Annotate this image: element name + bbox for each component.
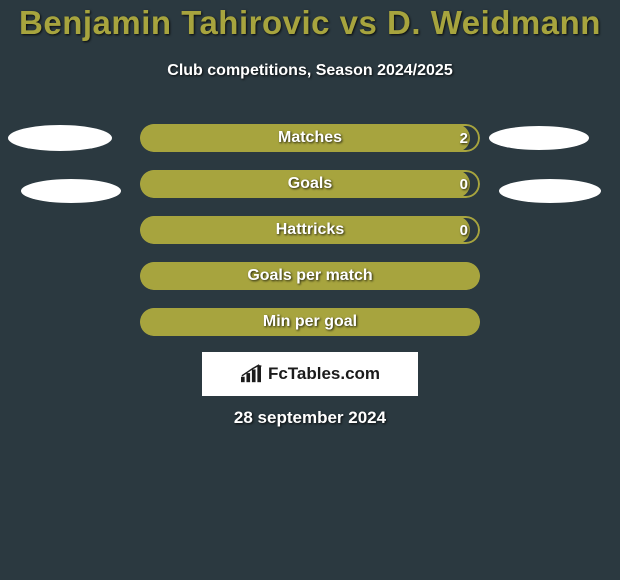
decorative-ellipse	[21, 179, 121, 203]
infographic-canvas: Benjamin Tahirovic vs D. Weidmann Club c…	[0, 0, 620, 580]
stat-bar: Goals0	[140, 170, 480, 198]
stat-bar: Min per goal	[140, 308, 480, 336]
stat-bar-value: 2	[460, 124, 468, 152]
stat-bar-label: Min per goal	[140, 308, 480, 336]
logo-text: FcTables.com	[268, 364, 380, 384]
stat-bar-label: Goals per match	[140, 262, 480, 290]
stat-bar-value: 0	[460, 170, 468, 198]
comparison-title: Benjamin Tahirovic vs D. Weidmann	[0, 4, 620, 42]
stat-bar-value: 0	[460, 216, 468, 244]
stat-bar: Hattricks0	[140, 216, 480, 244]
stat-bar: Goals per match	[140, 262, 480, 290]
bar-chart-icon	[240, 364, 262, 384]
decorative-ellipse	[8, 125, 112, 151]
snapshot-date: 28 september 2024	[0, 408, 620, 428]
stat-bar: Matches2	[140, 124, 480, 152]
decorative-ellipse	[499, 179, 601, 203]
season-subtitle: Club competitions, Season 2024/2025	[0, 62, 620, 80]
stat-bar-label: Goals	[140, 170, 480, 198]
fctables-logo: FcTables.com	[202, 352, 418, 396]
stat-bars: Matches2Goals0Hattricks0Goals per matchM…	[140, 124, 480, 354]
decorative-ellipse	[489, 126, 589, 150]
stat-bar-label: Hattricks	[140, 216, 480, 244]
stat-bar-label: Matches	[140, 124, 480, 152]
